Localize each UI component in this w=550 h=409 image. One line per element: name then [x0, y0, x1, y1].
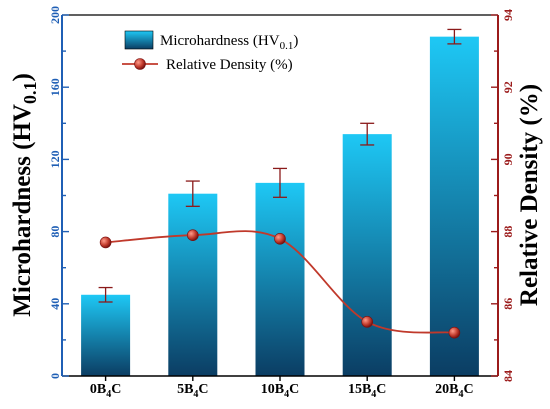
- x-tick-label-2: 10B4C: [261, 382, 299, 400]
- bars-group: [81, 36, 479, 376]
- density-point-4: [448, 326, 461, 339]
- left-tick-label-0: 0: [48, 373, 62, 379]
- x-tick-label-1: 5B4C: [177, 382, 208, 400]
- right-axis-title: Relative Density (%): [516, 84, 543, 306]
- bar-4: [429, 36, 479, 376]
- density-line-group: [99, 229, 461, 339]
- bar-0: [81, 294, 131, 376]
- left-tick-label-200: 200: [48, 6, 62, 24]
- left-tick-label-160: 160: [48, 78, 62, 96]
- x-tick-label-3: 15B4C: [348, 382, 386, 400]
- bar-2: [255, 182, 305, 376]
- legend: Microhardness (HV0.1) Relative Density (%…: [122, 30, 298, 73]
- density-point-2: [274, 233, 286, 245]
- x-tick-label-4: 20B4C: [435, 382, 473, 400]
- density-point-3: [361, 316, 374, 328]
- legend-bar-swatch: [124, 30, 154, 50]
- error-bars-group: [98, 28, 462, 303]
- bar-3: [342, 134, 392, 376]
- density-point-1: [187, 229, 199, 242]
- left-tick-label-80: 80: [48, 226, 62, 238]
- left-tick-label-40: 40: [48, 298, 62, 310]
- legend-label-microhardness: Microhardness (HV0.1): [160, 33, 298, 52]
- x-tick-label-0: 0B4C: [90, 382, 121, 400]
- right-tick-label-86: 86: [501, 298, 515, 310]
- right-tick-label-84: 84: [501, 370, 515, 382]
- legend-marker-swatch: [134, 58, 146, 70]
- left-axis-title: Microhardness (HV0.1): [9, 73, 40, 317]
- bar-1: [168, 193, 218, 376]
- right-tick-label-92: 92: [501, 81, 515, 93]
- right-tick-label-88: 88: [501, 226, 515, 238]
- legend-label-density: Relative Density (%): [166, 57, 293, 73]
- right-tick-label-90: 90: [501, 153, 515, 165]
- density-point-0: [99, 236, 112, 249]
- right-tick-label-94: 94: [501, 9, 515, 21]
- left-tick-label-120: 120: [48, 150, 62, 168]
- axes-group: 0 40 80 120 160 200 84 86 88 90 92 94 0B4C 5B4C 10B4C 1…: [9, 6, 543, 400]
